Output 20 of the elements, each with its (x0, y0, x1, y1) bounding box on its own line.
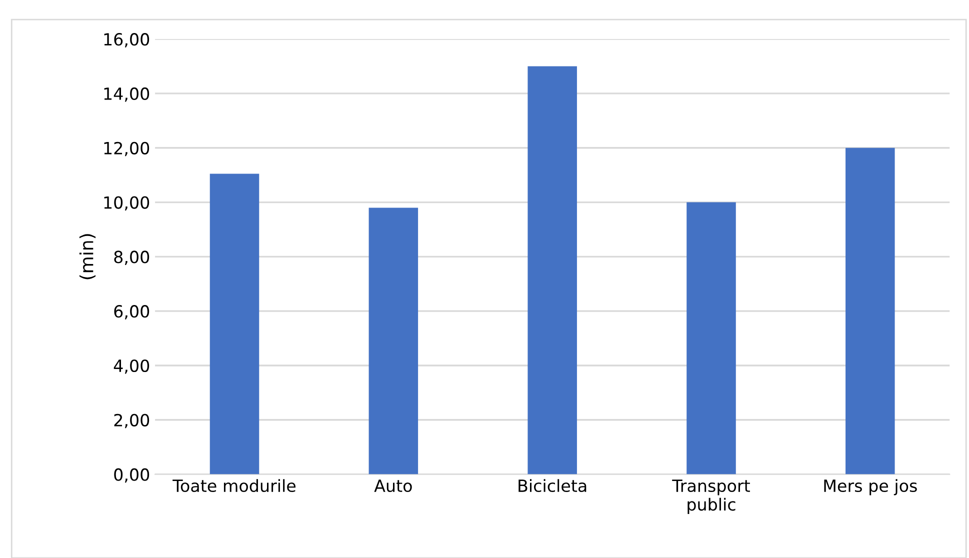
y-tick-label: 6,00 (114, 305, 150, 320)
x-tick-label: Auto (374, 480, 412, 492)
y-tick-label: 14,00 (104, 87, 150, 102)
y-tick-label: 8,00 (114, 250, 150, 265)
y-tick-label: 10,00 (104, 196, 150, 211)
x-tick-label: Toate modurile (172, 479, 296, 492)
bar (846, 148, 895, 474)
x-tick-label: Mers pe jos (824, 479, 917, 496)
y-axis-title: (min) (79, 234, 96, 280)
x-tick-label: Transport public (672, 480, 750, 514)
y-tick-label: 16,00 (104, 33, 150, 48)
y-tick-label: 2,00 (114, 414, 150, 428)
bar (368, 208, 418, 474)
bar (528, 66, 577, 474)
x-tick-label: Bicicleta (518, 479, 586, 492)
bar (686, 202, 736, 474)
y-tick-label: 0,00 (114, 468, 150, 483)
y-tick-label: 4,00 (114, 359, 150, 374)
bar (210, 174, 260, 474)
y-tick-label: 12,00 (104, 142, 150, 156)
